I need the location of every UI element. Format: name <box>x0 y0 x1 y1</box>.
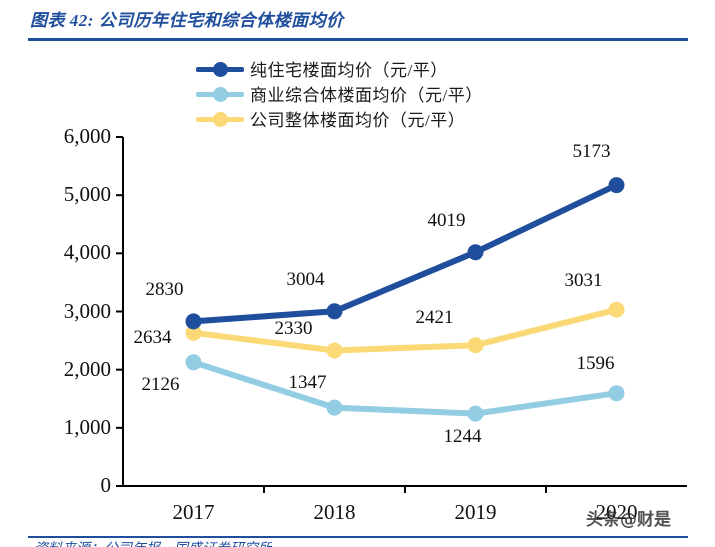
y-axis-label: 5,000 <box>63 182 111 207</box>
legend-label-commercial: 商业综合体楼面均价（元/平） <box>250 86 483 105</box>
data-label-0-2: 4019 <box>427 210 466 232</box>
legend-item-overall[interactable]: 公司整体楼面均价（元/平） <box>196 106 483 131</box>
series-line-0 <box>190 182 620 325</box>
data-point-0-1[interactable] <box>326 303 343 320</box>
legend-item-residential[interactable]: 纯住宅楼面均价（元/平） <box>196 56 483 81</box>
x-axis-label: 2019 <box>454 500 497 524</box>
data-point-1-3[interactable] <box>608 385 625 402</box>
watermark: 头条@财是 <box>586 510 671 530</box>
footer-source-note: 资料来源：公司年报、国盛证券研究所 <box>34 538 272 547</box>
data-label-1-2: 1244 <box>443 425 482 447</box>
header-divider <box>28 38 688 41</box>
y-axis-label: 6,000 <box>63 124 111 148</box>
data-point-1-1[interactable] <box>326 399 343 416</box>
chart-legend: 纯住宅楼面均价（元/平） 商业综合体楼面均价（元/平） 公司整体楼面均价（元/平… <box>196 56 483 131</box>
legend-marker-residential-icon <box>196 60 244 78</box>
data-point-2-1[interactable] <box>326 342 343 359</box>
data-point-0-0[interactable] <box>185 313 202 330</box>
data-label-0-1: 3004 <box>286 269 325 291</box>
footer-divider <box>28 536 688 538</box>
data-label-2-2: 2421 <box>415 307 454 329</box>
legend-marker-commercial-icon <box>196 85 244 103</box>
y-axis-label: 4,000 <box>63 240 111 265</box>
data-point-2-2[interactable] <box>467 337 484 354</box>
legend-label-residential: 纯住宅楼面均价（元/平） <box>250 61 448 80</box>
data-label-1-3: 1596 <box>576 353 615 375</box>
data-point-1-0[interactable] <box>185 354 202 371</box>
data-label-0-0: 2830 <box>145 279 184 301</box>
data-point-0-3[interactable] <box>608 177 625 194</box>
data-label-1-0: 2126 <box>141 374 180 396</box>
legend-label-overall: 公司整体楼面均价（元/平） <box>250 111 466 130</box>
data-label-2-0: 2634 <box>133 326 172 348</box>
data-point-2-0[interactable] <box>185 324 202 341</box>
x-axis-label: 2020 <box>595 500 638 524</box>
legend-item-commercial[interactable]: 商业综合体楼面均价（元/平） <box>196 81 483 106</box>
chart-header: 图表 42: 公司历年住宅和综合体楼面均价 <box>0 0 715 44</box>
data-label-2-3: 3031 <box>564 269 603 291</box>
y-axis-label: 1,000 <box>63 414 111 439</box>
data-point-1-2[interactable] <box>467 405 484 422</box>
series-line-2 <box>190 306 620 354</box>
y-axis-label: 2,000 <box>63 356 111 381</box>
data-point-2-3[interactable] <box>608 301 625 318</box>
x-axis-label: 2018 <box>313 500 356 524</box>
series-line-1 <box>190 359 620 417</box>
page-title: 图表 42: 公司历年住宅和综合体楼面均价 <box>30 11 344 30</box>
x-axis-label: 2017 <box>172 500 215 524</box>
data-label-1-1: 1347 <box>288 371 327 393</box>
data-label-2-1: 2330 <box>274 318 313 340</box>
legend-marker-overall-icon <box>196 110 244 128</box>
data-label-0-3: 5173 <box>572 141 611 163</box>
y-axis-label: 3,000 <box>63 298 111 323</box>
y-axis-label: 0 <box>100 473 112 497</box>
data-point-0-2[interactable] <box>467 244 484 261</box>
